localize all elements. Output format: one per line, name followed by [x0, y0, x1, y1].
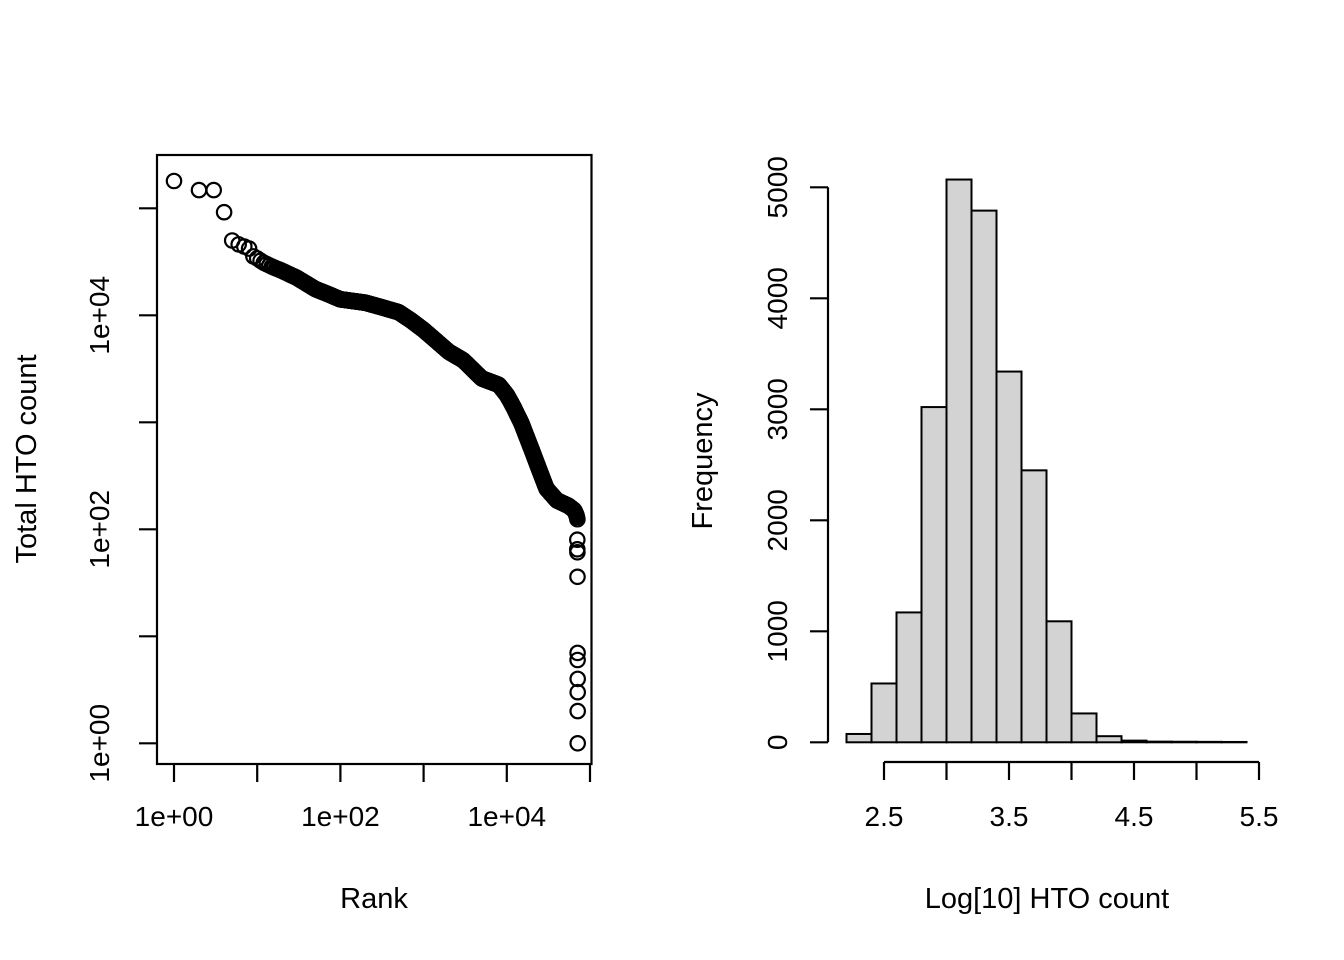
histogram-bar: [1070, 712, 1098, 744]
rank-scatter-plot: 1e+00 1e+02 1e+04 1e+00 1e+02 1e+04 Rank Tota…: [11, 153, 593, 915]
histogram-bar: [845, 732, 873, 744]
histogram-bars: [845, 178, 1248, 744]
x-tick-label: 4.5: [1115, 801, 1154, 832]
rank-plot-y-axis-title: Total HTO count: [11, 354, 43, 563]
plot-box: [155, 153, 593, 766]
histogram-bar: [1020, 469, 1048, 744]
y-tick-label: 1e+00: [84, 704, 115, 783]
histogram-bar: [1145, 740, 1173, 744]
x-tick-label: 1e+04: [467, 801, 546, 832]
x-tick-label: 3.5: [990, 801, 1029, 832]
histogram-bar: [920, 406, 948, 744]
y-tick-label: 5000: [762, 156, 793, 218]
histogram-bar: [970, 209, 998, 744]
scatter-point: [569, 510, 586, 528]
histogram-bar: [895, 611, 923, 744]
histogram-x-axis-title: Log[10] HTO count: [925, 883, 1170, 915]
histogram-bar: [870, 682, 898, 744]
histogram-bar: [1095, 735, 1123, 744]
scatter-point: [569, 702, 586, 720]
histogram-bar: [1170, 740, 1198, 744]
scatter-point: [569, 543, 586, 561]
y-tick-label: 0: [762, 735, 793, 751]
histogram-bar: [1045, 620, 1073, 744]
scatter-point: [569, 670, 586, 688]
scatter-point: [569, 568, 586, 586]
scatter-point: [240, 240, 258, 257]
x-tick-label: 5.5: [1240, 801, 1279, 832]
histogram-y-axis-title: Frequency: [687, 392, 719, 530]
x-tick-label: 1e+00: [135, 801, 214, 832]
histogram-bar: [945, 178, 973, 744]
y-tick-label: 2000: [762, 489, 793, 551]
scatter-point: [568, 531, 586, 548]
scatter-point: [165, 172, 183, 190]
y-tick-label: 1e+02: [84, 490, 115, 569]
y-tick-label: 1000: [762, 600, 793, 662]
x-tick-label: 2.5: [865, 801, 904, 832]
y-tick-label: 4000: [762, 267, 793, 329]
y-tick-label: 3000: [762, 378, 793, 440]
rank-scatter-axes: 1e+00 1e+02 1e+04 1e+00 1e+02 1e+04: [84, 153, 593, 832]
scatter-point: [190, 181, 208, 199]
histogram-bar: [1120, 739, 1148, 744]
rank-scatter-points: [165, 172, 586, 752]
scatter-point: [569, 683, 586, 701]
scatter-point: [569, 651, 586, 669]
scatter-point: [215, 203, 233, 221]
histogram-axes: 0 1000 2000 3000 4000 5000 2.5 3.5 4.5 5.5: [762, 156, 1278, 832]
scatter-point: [205, 181, 222, 199]
rank-plot-x-axis-title: Rank: [340, 883, 408, 915]
x-tick-label: 1e+02: [301, 801, 380, 832]
y-tick-label: 1e+04: [84, 276, 115, 355]
histogram-bar: [995, 370, 1023, 744]
hto-histogram: 0 1000 2000 3000 4000 5000 2.5 3.5 4.5 5.5 Log[10…: [687, 156, 1278, 915]
scatter-point: [569, 644, 586, 662]
scatter-point: [569, 734, 586, 752]
